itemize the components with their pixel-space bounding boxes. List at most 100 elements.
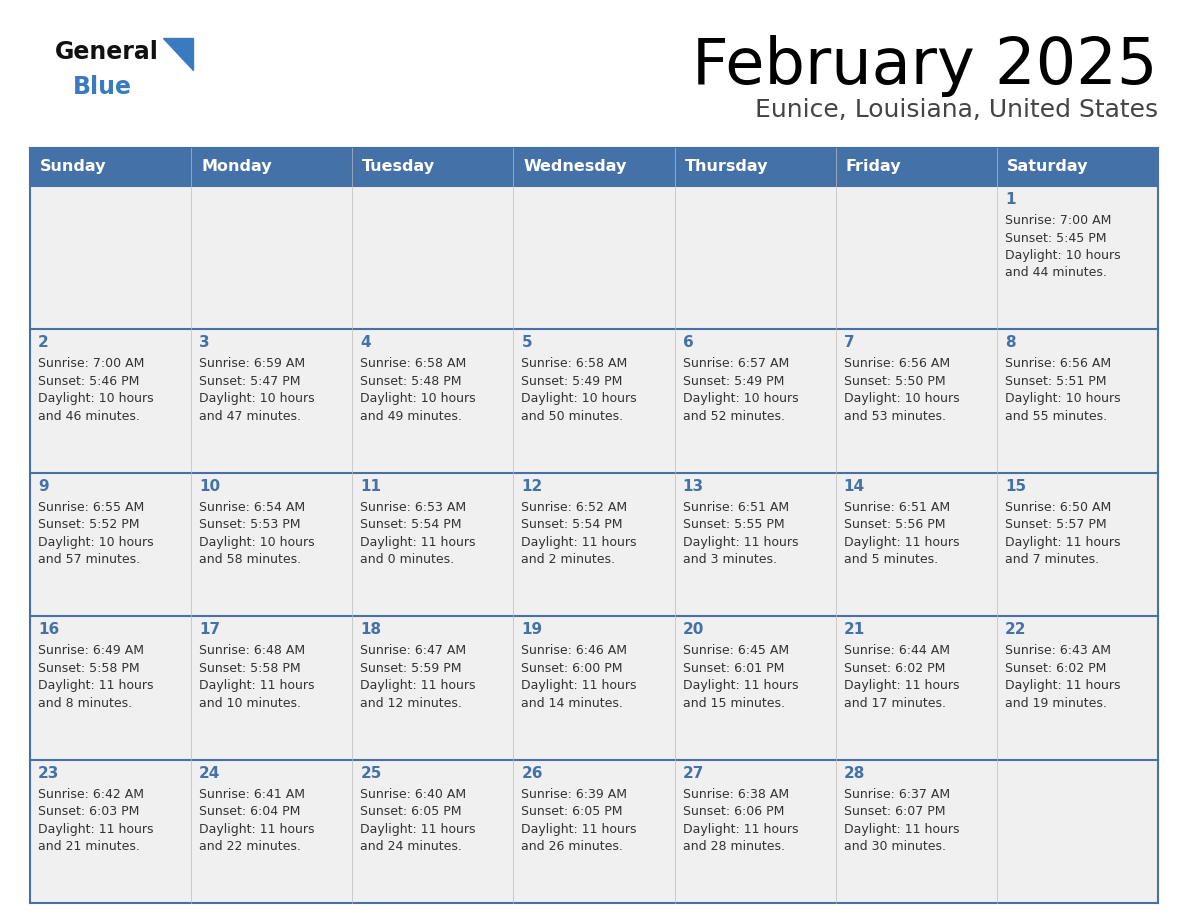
- Text: Sunset: 6:03 PM: Sunset: 6:03 PM: [38, 805, 139, 818]
- Text: Daylight: 11 hours: Daylight: 11 hours: [683, 679, 798, 692]
- Text: 7: 7: [843, 335, 854, 351]
- Text: 15: 15: [1005, 479, 1026, 494]
- Text: and 46 minutes.: and 46 minutes.: [38, 410, 140, 423]
- Text: Sunrise: 6:51 AM: Sunrise: 6:51 AM: [683, 501, 789, 514]
- Text: Daylight: 10 hours: Daylight: 10 hours: [843, 392, 960, 406]
- Text: 25: 25: [360, 766, 381, 780]
- Text: Daylight: 11 hours: Daylight: 11 hours: [843, 536, 959, 549]
- Text: 26: 26: [522, 766, 543, 780]
- Text: Sunset: 5:47 PM: Sunset: 5:47 PM: [200, 375, 301, 388]
- Text: Sunrise: 6:38 AM: Sunrise: 6:38 AM: [683, 788, 789, 800]
- Text: Sunset: 5:51 PM: Sunset: 5:51 PM: [1005, 375, 1106, 388]
- Text: Sunset: 5:50 PM: Sunset: 5:50 PM: [843, 375, 946, 388]
- Text: and 57 minutes.: and 57 minutes.: [38, 554, 140, 566]
- Bar: [513, 148, 675, 186]
- Text: General: General: [55, 40, 159, 64]
- Text: Sunset: 6:04 PM: Sunset: 6:04 PM: [200, 805, 301, 818]
- Text: Sunrise: 6:41 AM: Sunrise: 6:41 AM: [200, 788, 305, 800]
- Text: Sunrise: 6:39 AM: Sunrise: 6:39 AM: [522, 788, 627, 800]
- Bar: [30, 616, 1158, 759]
- Text: Sunset: 5:58 PM: Sunset: 5:58 PM: [200, 662, 301, 675]
- Text: Eunice, Louisiana, United States: Eunice, Louisiana, United States: [754, 98, 1158, 122]
- Text: Sunrise: 6:46 AM: Sunrise: 6:46 AM: [522, 644, 627, 657]
- Text: 1: 1: [1005, 192, 1016, 207]
- Text: Wednesday: Wednesday: [524, 160, 627, 174]
- Text: Blue: Blue: [72, 75, 132, 99]
- Text: Daylight: 11 hours: Daylight: 11 hours: [522, 823, 637, 835]
- Text: Daylight: 11 hours: Daylight: 11 hours: [360, 536, 475, 549]
- Bar: [30, 330, 1158, 473]
- Text: and 50 minutes.: and 50 minutes.: [522, 410, 624, 423]
- Text: Sunset: 5:56 PM: Sunset: 5:56 PM: [843, 519, 946, 532]
- Text: Sunset: 5:49 PM: Sunset: 5:49 PM: [522, 375, 623, 388]
- Text: Daylight: 11 hours: Daylight: 11 hours: [200, 679, 315, 692]
- Text: Sunset: 5:55 PM: Sunset: 5:55 PM: [683, 519, 784, 532]
- Text: 17: 17: [200, 622, 220, 637]
- Text: and 7 minutes.: and 7 minutes.: [1005, 554, 1099, 566]
- Text: and 47 minutes.: and 47 minutes.: [200, 410, 301, 423]
- Bar: [30, 759, 1158, 903]
- Text: Daylight: 11 hours: Daylight: 11 hours: [683, 536, 798, 549]
- Text: Sunrise: 6:56 AM: Sunrise: 6:56 AM: [843, 357, 950, 370]
- Text: Daylight: 11 hours: Daylight: 11 hours: [683, 823, 798, 835]
- Text: and 44 minutes.: and 44 minutes.: [1005, 266, 1107, 279]
- Text: Saturday: Saturday: [1007, 160, 1088, 174]
- Text: and 30 minutes.: and 30 minutes.: [843, 840, 946, 853]
- Text: Sunday: Sunday: [40, 160, 107, 174]
- Text: Sunrise: 6:55 AM: Sunrise: 6:55 AM: [38, 501, 144, 514]
- Text: and 3 minutes.: and 3 minutes.: [683, 554, 777, 566]
- Text: Sunset: 6:00 PM: Sunset: 6:00 PM: [522, 662, 623, 675]
- Text: Daylight: 10 hours: Daylight: 10 hours: [683, 392, 798, 406]
- Text: Sunset: 6:06 PM: Sunset: 6:06 PM: [683, 805, 784, 818]
- Text: Sunrise: 6:43 AM: Sunrise: 6:43 AM: [1005, 644, 1111, 657]
- Text: Sunrise: 6:49 AM: Sunrise: 6:49 AM: [38, 644, 144, 657]
- Text: Daylight: 11 hours: Daylight: 11 hours: [843, 679, 959, 692]
- Text: Sunset: 6:02 PM: Sunset: 6:02 PM: [843, 662, 946, 675]
- Text: Sunset: 5:46 PM: Sunset: 5:46 PM: [38, 375, 139, 388]
- Text: 28: 28: [843, 766, 865, 780]
- Text: and 53 minutes.: and 53 minutes.: [843, 410, 946, 423]
- Text: Daylight: 10 hours: Daylight: 10 hours: [360, 392, 476, 406]
- Text: Friday: Friday: [846, 160, 902, 174]
- Bar: [30, 186, 1158, 330]
- Text: Daylight: 11 hours: Daylight: 11 hours: [38, 823, 153, 835]
- Text: Sunset: 6:07 PM: Sunset: 6:07 PM: [843, 805, 946, 818]
- Text: Sunset: 6:02 PM: Sunset: 6:02 PM: [1005, 662, 1106, 675]
- Text: and 8 minutes.: and 8 minutes.: [38, 697, 132, 710]
- Text: Daylight: 11 hours: Daylight: 11 hours: [522, 679, 637, 692]
- Bar: [835, 148, 997, 186]
- Text: Sunset: 5:59 PM: Sunset: 5:59 PM: [360, 662, 462, 675]
- Text: Sunrise: 6:45 AM: Sunrise: 6:45 AM: [683, 644, 789, 657]
- Text: Sunrise: 6:51 AM: Sunrise: 6:51 AM: [843, 501, 950, 514]
- Text: Sunset: 6:05 PM: Sunset: 6:05 PM: [522, 805, 623, 818]
- Text: 21: 21: [843, 622, 865, 637]
- Text: and 26 minutes.: and 26 minutes.: [522, 840, 624, 853]
- Text: and 58 minutes.: and 58 minutes.: [200, 554, 302, 566]
- Polygon shape: [163, 38, 192, 70]
- Text: Daylight: 10 hours: Daylight: 10 hours: [200, 392, 315, 406]
- Text: Daylight: 10 hours: Daylight: 10 hours: [38, 392, 153, 406]
- Text: 22: 22: [1005, 622, 1026, 637]
- Text: 14: 14: [843, 479, 865, 494]
- Bar: [30, 148, 191, 186]
- Text: Sunset: 5:54 PM: Sunset: 5:54 PM: [522, 519, 623, 532]
- Text: Sunrise: 6:58 AM: Sunrise: 6:58 AM: [522, 357, 627, 370]
- Bar: [30, 473, 1158, 616]
- Text: Daylight: 11 hours: Daylight: 11 hours: [1005, 679, 1120, 692]
- Text: February 2025: February 2025: [693, 35, 1158, 97]
- Text: 27: 27: [683, 766, 704, 780]
- Text: Sunrise: 6:54 AM: Sunrise: 6:54 AM: [200, 501, 305, 514]
- Text: and 14 minutes.: and 14 minutes.: [522, 697, 624, 710]
- Bar: [191, 148, 353, 186]
- Text: Sunrise: 6:37 AM: Sunrise: 6:37 AM: [843, 788, 950, 800]
- Text: Daylight: 11 hours: Daylight: 11 hours: [200, 823, 315, 835]
- Text: Sunrise: 6:56 AM: Sunrise: 6:56 AM: [1005, 357, 1111, 370]
- Text: Sunrise: 6:58 AM: Sunrise: 6:58 AM: [360, 357, 467, 370]
- Text: Sunrise: 6:59 AM: Sunrise: 6:59 AM: [200, 357, 305, 370]
- Text: and 2 minutes.: and 2 minutes.: [522, 554, 615, 566]
- Text: Daylight: 10 hours: Daylight: 10 hours: [1005, 249, 1120, 262]
- Text: Daylight: 10 hours: Daylight: 10 hours: [200, 536, 315, 549]
- Text: 11: 11: [360, 479, 381, 494]
- Bar: [675, 148, 835, 186]
- Text: Sunset: 5:54 PM: Sunset: 5:54 PM: [360, 519, 462, 532]
